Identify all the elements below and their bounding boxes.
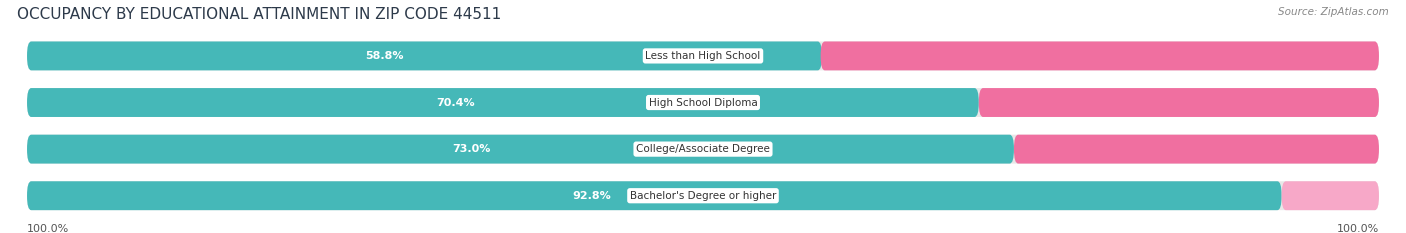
Text: Source: ZipAtlas.com: Source: ZipAtlas.com	[1278, 7, 1389, 17]
FancyBboxPatch shape	[27, 41, 823, 70]
Text: Bachelor's Degree or higher: Bachelor's Degree or higher	[630, 191, 776, 201]
Text: College/Associate Degree: College/Associate Degree	[636, 144, 770, 154]
FancyBboxPatch shape	[1014, 135, 1379, 164]
FancyBboxPatch shape	[27, 41, 1379, 70]
Text: High School Diploma: High School Diploma	[648, 98, 758, 107]
Text: 58.8%: 58.8%	[366, 51, 404, 61]
Text: OCCUPANCY BY EDUCATIONAL ATTAINMENT IN ZIP CODE 44511: OCCUPANCY BY EDUCATIONAL ATTAINMENT IN Z…	[17, 7, 501, 22]
Text: 100.0%: 100.0%	[27, 224, 69, 233]
Text: 73.0%: 73.0%	[451, 144, 491, 154]
Text: Less than High School: Less than High School	[645, 51, 761, 61]
FancyBboxPatch shape	[979, 88, 1379, 117]
Text: 70.4%: 70.4%	[436, 98, 475, 107]
Text: 100.0%: 100.0%	[1337, 224, 1379, 233]
FancyBboxPatch shape	[27, 181, 1379, 210]
FancyBboxPatch shape	[821, 41, 1379, 70]
FancyBboxPatch shape	[27, 88, 979, 117]
FancyBboxPatch shape	[27, 135, 1379, 164]
FancyBboxPatch shape	[27, 181, 1282, 210]
Text: 92.8%: 92.8%	[572, 191, 612, 201]
FancyBboxPatch shape	[27, 135, 1014, 164]
FancyBboxPatch shape	[27, 88, 1379, 117]
FancyBboxPatch shape	[1282, 181, 1379, 210]
